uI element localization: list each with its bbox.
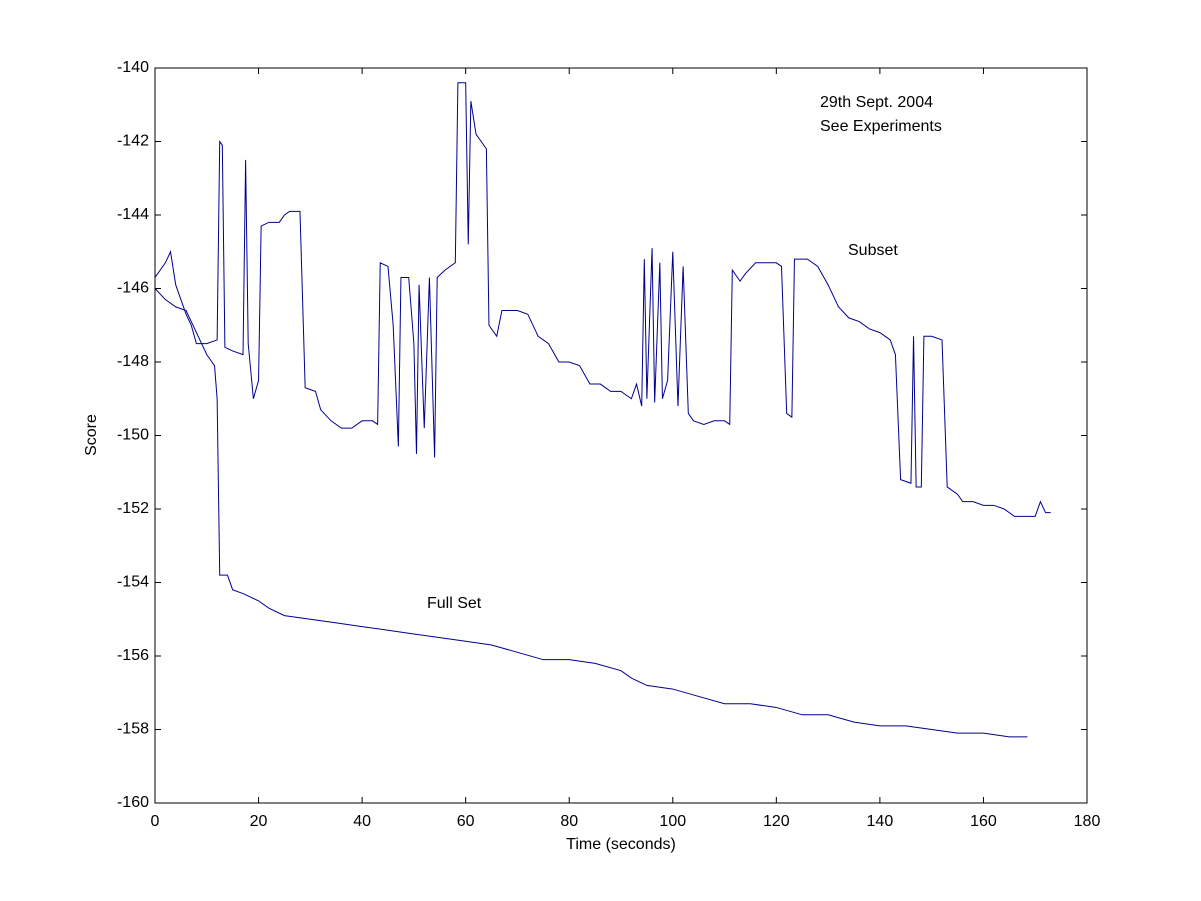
x-tick-label: 20	[250, 813, 268, 830]
x-tick-label: 80	[560, 813, 578, 830]
data-line	[154, 288, 1028, 738]
y-tick-label: -160	[117, 794, 149, 811]
y-tick-label: -140	[117, 59, 149, 76]
x-tick-label: 180	[1074, 813, 1101, 830]
y-tick-label: -156	[117, 647, 149, 664]
x-tick-label: 60	[457, 813, 475, 830]
x-tick-label: 120	[763, 813, 790, 830]
y-tick-label: -158	[117, 721, 149, 738]
y-tick-label: -144	[117, 206, 149, 223]
series-label: Subset	[848, 242, 898, 259]
y-tick-label: -148	[117, 353, 149, 370]
y-tick-label: -142	[117, 133, 149, 150]
y-tick-label: -146	[117, 280, 149, 297]
x-tick-label: 0	[151, 813, 160, 830]
y-tick-label: -154	[117, 574, 149, 591]
data-line	[154, 82, 1051, 517]
y-axis-label: Score	[83, 414, 100, 456]
series-label: Full Set	[427, 595, 482, 612]
annotation: See Experiments	[820, 118, 942, 135]
y-tick-label: -152	[117, 500, 149, 517]
x-tick-label: 140	[867, 813, 894, 830]
y-tick-label: -150	[117, 427, 149, 444]
x-tick-label: 40	[353, 813, 371, 830]
annotation: 29th Sept. 2004	[820, 94, 933, 111]
plot-frame	[154, 67, 1088, 804]
x-tick-label: 100	[659, 813, 686, 830]
x-axis-label: Time (seconds)	[566, 836, 676, 853]
x-tick-label: 160	[970, 813, 997, 830]
